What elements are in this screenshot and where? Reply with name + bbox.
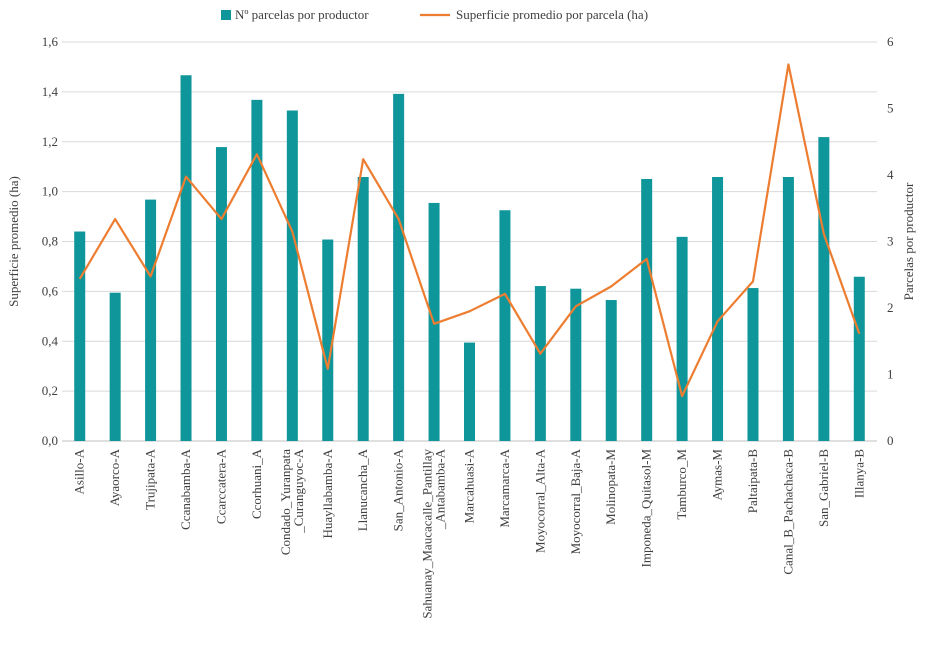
category-label-line: Tamburco_M — [674, 449, 689, 520]
left-axis-title: Superficie promedio (ha) — [6, 176, 21, 307]
category-label: Moyocorral_Baja-A — [568, 448, 583, 554]
left-tick-label: 1,4 — [42, 84, 59, 99]
category-label: Marcamarca-A — [497, 448, 512, 527]
category-label-line: Canal_B_Pachachaca-B — [780, 449, 795, 575]
category-label-line: San_Antonio-A — [391, 448, 406, 531]
left-tick-label: 0,4 — [42, 333, 59, 348]
category-label: Ayaorco-A — [107, 448, 122, 506]
x-axis: Asillo-A Ayaorco-A Trujipata-A Ccanabamba-A… — [72, 448, 867, 618]
category-label: Llanucancha_A — [355, 448, 370, 531]
bar — [109, 292, 121, 441]
category-label-line: Aymas-M — [710, 449, 725, 501]
category-label: Molinopata-M — [603, 449, 618, 525]
category-label: Imponeda_Quitasol-M — [639, 449, 654, 568]
category-label: San_Gabriel-B — [816, 449, 831, 527]
bar — [747, 288, 759, 441]
category-label: Illanya-B — [851, 449, 866, 498]
left-tick-label: 1,0 — [42, 184, 58, 199]
category-label-line: Ayaorco-A — [107, 448, 122, 506]
left-tick-label: 0,2 — [42, 383, 58, 398]
bar — [712, 176, 724, 441]
category-label: Trujipata-A — [143, 448, 158, 510]
right-tick-label: 1 — [887, 367, 894, 382]
right-axis-title: Parcelas por productor — [901, 182, 916, 300]
category-label: Aymas-M — [710, 449, 725, 501]
bar — [641, 178, 653, 442]
legend-line-label: Superficie promedio por parcela (ha) — [456, 7, 648, 22]
right-tick-label: 6 — [887, 34, 894, 49]
category-label: Marcahuasi-A — [462, 448, 477, 523]
left-tick-label: 0,8 — [42, 234, 58, 249]
left-tick-label: 0,6 — [42, 283, 59, 298]
category-label-line: Molinopata-M — [603, 449, 618, 525]
bar — [74, 231, 86, 441]
bar — [676, 236, 688, 441]
category-label: Sahuanay_Maucacalle_Pantillay_Antabamba-… — [420, 448, 448, 618]
category-label-line: Trujipata-A — [143, 448, 158, 510]
right-tick-label: 4 — [887, 167, 894, 182]
bar — [286, 110, 298, 442]
category-label: San_Antonio-A — [391, 448, 406, 531]
bar — [853, 276, 865, 441]
bar — [215, 147, 227, 441]
bar — [818, 137, 830, 441]
legend: Nº parcelas por productor Superficie prom… — [221, 7, 648, 22]
category-label-line: Asillo-A — [72, 448, 87, 494]
category-label-line: Llanucancha_A — [355, 448, 370, 531]
category-label: Ccarccatera-A — [213, 448, 228, 524]
category-label-line: Paltaipata-B — [745, 449, 760, 514]
category-label: Condado_Yuranpata_Curanguyoc-A — [278, 448, 306, 555]
category-label-line: _Curanguyoc-A — [291, 448, 306, 533]
category-label-line: _Antabamba-A — [433, 448, 448, 530]
bar — [393, 93, 405, 442]
left-tick-label: 1,2 — [42, 134, 58, 149]
category-label: Tamburco_M — [674, 449, 689, 520]
bar — [570, 288, 582, 441]
category-label: Asillo-A — [72, 448, 87, 494]
bar — [145, 199, 157, 441]
category-label-line: San_Gabriel-B — [816, 449, 831, 527]
right-tick-label: 2 — [887, 300, 894, 315]
bar — [322, 239, 334, 441]
right-tick-label: 0 — [887, 433, 894, 448]
category-label-line: Ccorhuani_A — [249, 448, 264, 519]
category-label: Huayllabamba-A — [320, 448, 335, 538]
right-tick-label: 5 — [887, 101, 894, 116]
category-label-line: Sahuanay_Maucacalle_Pantillay — [420, 449, 435, 619]
category-label-line: Moyocorral_Alta-A — [532, 448, 547, 553]
left-tick-label: 0,0 — [42, 433, 58, 448]
category-label-line: Condado_Yuranpata — [278, 449, 293, 555]
bar — [534, 286, 546, 441]
category-label: Canal_B_Pachachaca-B — [780, 449, 795, 575]
left-tick-label: 1,6 — [42, 34, 59, 49]
category-label-line: Illanya-B — [851, 449, 866, 498]
category-label-line: Ccarccatera-A — [213, 448, 228, 524]
category-label: Moyocorral_Alta-A — [532, 448, 547, 553]
category-label-line: Huayllabamba-A — [320, 448, 335, 538]
category-label: Paltaipata-B — [745, 449, 760, 514]
line-series — [78, 63, 861, 398]
category-label: Ccanabamba-A — [178, 448, 193, 529]
bar — [464, 342, 475, 441]
bar — [782, 176, 794, 441]
bar — [180, 75, 192, 441]
right-axis: 0 1 2 3 4 5 6 Parcelas por productor — [887, 34, 916, 448]
bar — [357, 176, 369, 441]
category-label: Ccorhuani_A — [249, 448, 264, 519]
bar — [499, 210, 511, 441]
category-label-line: Ccanabamba-A — [178, 448, 193, 529]
category-label-line: Marcamarca-A — [497, 448, 512, 527]
legend-bar-swatch — [221, 10, 231, 20]
category-label-line: Marcahuasi-A — [462, 448, 477, 523]
bar — [251, 99, 263, 441]
left-axis: 0,0 0,2 0,4 0,6 0,8 1,0 1,2 1,4 1,6 Superficie pr… — [6, 34, 59, 448]
legend-bar-label: Nº parcelas por productor — [235, 7, 369, 22]
bar — [605, 300, 617, 441]
category-label-line: Moyocorral_Baja-A — [568, 448, 583, 554]
category-label-line: Imponeda_Quitasol-M — [639, 449, 654, 568]
right-tick-label: 3 — [887, 234, 894, 249]
bar-series — [74, 75, 865, 442]
